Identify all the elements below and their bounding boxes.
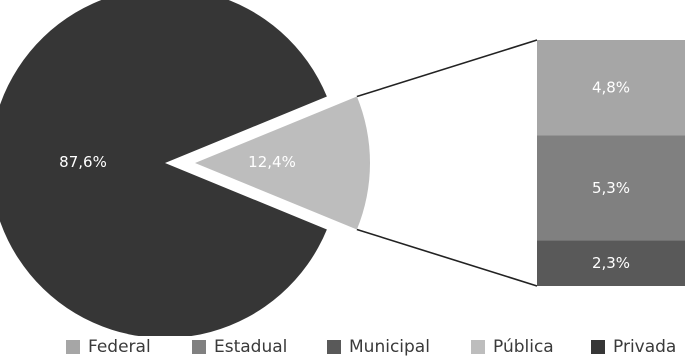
pie-slice-publica <box>195 96 371 230</box>
connector-top <box>356 39 538 98</box>
legend-swatch-publica <box>471 340 485 354</box>
legend-item-municipal: Municipal <box>327 336 430 358</box>
bar-label-estadual: 5,3% <box>592 179 630 197</box>
legend-label-estadual: Estadual <box>214 337 288 357</box>
legend-swatch-municipal <box>327 340 341 354</box>
pie-of-bar-chart: 87,6% 12,4% 4,8% 5,3% 2,3% <box>0 0 685 336</box>
pie-labels: 87,6% 12,4% <box>59 153 296 171</box>
legend-item-estadual: Estadual <box>192 336 287 358</box>
legend-item-federal: Federal <box>66 336 151 358</box>
legend: Federal Estadual Municipal Pública Priva… <box>0 336 685 358</box>
bar-segment-municipal <box>537 240 685 286</box>
legend-label-publica: Pública <box>493 337 554 357</box>
legend-item-privada: Privada <box>591 336 676 358</box>
breakdown-connectors <box>356 39 538 287</box>
bar-labels: 4,8% 5,3% 2,3% <box>592 79 630 273</box>
bar-segment-federal <box>537 40 685 136</box>
breakdown-bar <box>537 40 685 286</box>
legend-swatch-federal <box>66 340 80 354</box>
pie-slice-privada <box>0 0 327 336</box>
bar-segment-estadual <box>537 135 685 241</box>
legend-swatch-privada <box>591 340 605 354</box>
legend-label-federal: Federal <box>88 337 151 357</box>
slice-label-privada: 87,6% <box>59 153 107 171</box>
connector-bottom <box>356 228 538 287</box>
legend-item-publica: Pública <box>471 336 554 358</box>
legend-swatch-estadual <box>192 340 206 354</box>
pie <box>0 0 371 336</box>
legend-label-privada: Privada <box>613 337 677 357</box>
bar-label-municipal: 2,3% <box>592 254 630 272</box>
bar-label-federal: 4,8% <box>592 79 630 97</box>
slice-label-publica: 12,4% <box>248 153 296 171</box>
legend-label-municipal: Municipal <box>349 337 430 357</box>
